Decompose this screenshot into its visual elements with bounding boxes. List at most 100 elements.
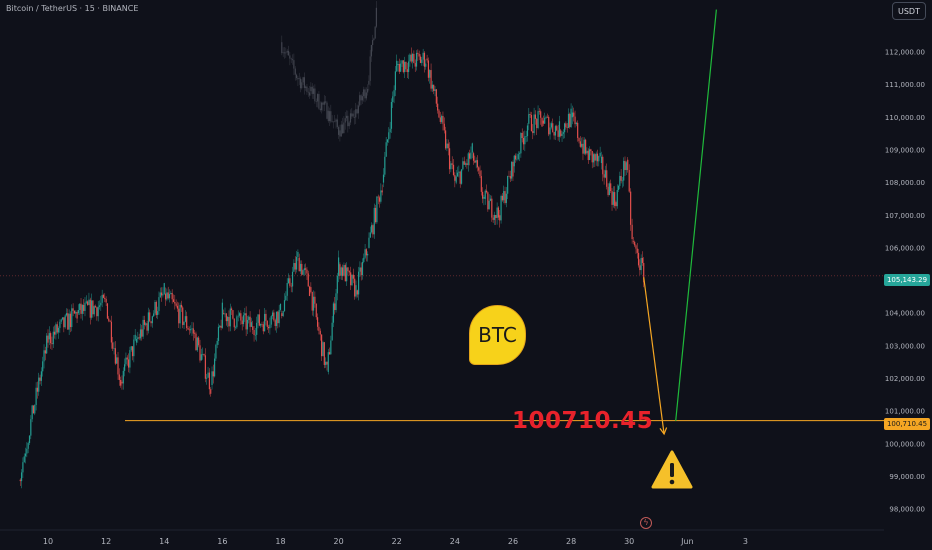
candle-body <box>464 163 467 165</box>
candle-body <box>430 70 432 89</box>
candle-body <box>318 326 320 331</box>
candle-body <box>299 263 302 272</box>
candle-body <box>471 143 473 153</box>
ghost-candle-body <box>326 102 328 119</box>
ghost-candle-body <box>375 7 377 27</box>
candle-body <box>343 265 345 276</box>
candle-body <box>227 316 229 322</box>
candle-body <box>90 300 93 318</box>
candle-body <box>101 294 103 303</box>
candle-body <box>611 191 613 205</box>
candle-body <box>437 103 439 111</box>
candle-body <box>100 302 102 306</box>
candle-body <box>59 321 61 328</box>
candle-body <box>474 160 476 163</box>
candle-body <box>211 371 213 386</box>
ghost-candle-body <box>340 124 342 137</box>
candle-body <box>365 249 367 256</box>
candle-body <box>164 293 167 300</box>
candle-body <box>57 327 60 333</box>
candle-body <box>438 110 440 118</box>
candle-body <box>30 419 32 436</box>
candle-body <box>207 372 209 378</box>
candle-body <box>217 326 220 341</box>
candle-body <box>281 313 283 317</box>
candle-body <box>307 273 309 287</box>
candle-body <box>467 153 469 166</box>
ghost-candle-body <box>352 113 354 117</box>
candle-body <box>150 321 152 324</box>
candle-body <box>408 61 410 73</box>
ghost-candle-body <box>339 130 341 137</box>
candle-body <box>599 152 601 157</box>
candle-body <box>61 317 64 320</box>
candle-body <box>293 263 295 272</box>
candle-body <box>541 117 543 127</box>
warning-triangle-icon <box>651 450 693 489</box>
candle-body <box>632 241 634 242</box>
candle-body <box>297 251 299 257</box>
candle-body <box>267 326 270 329</box>
candle-body <box>496 207 498 219</box>
candle-body <box>112 342 114 349</box>
candle-body <box>468 153 471 159</box>
candle-body <box>167 292 169 299</box>
currency-selector[interactable]: USDT <box>892 2 926 20</box>
candle-body <box>83 304 85 311</box>
candle-body <box>295 256 298 270</box>
lightning-icon[interactable]: ϟ <box>640 517 652 529</box>
candle-body <box>321 334 323 357</box>
candle-body <box>24 453 27 457</box>
candle-body <box>485 190 488 193</box>
ghost-candle-body <box>351 113 353 117</box>
candle-body <box>413 53 415 64</box>
candle-body <box>158 297 160 312</box>
candle-body <box>489 198 492 201</box>
candle-body <box>98 305 101 307</box>
candle-body <box>443 123 445 131</box>
candle-body <box>305 268 307 270</box>
candle-body <box>458 171 460 173</box>
candle-body <box>332 303 335 323</box>
ghost-candle-body <box>287 50 290 56</box>
candle-body <box>455 176 457 183</box>
candle-body <box>20 472 23 482</box>
y-tick-label: 109,000.00 <box>885 146 925 154</box>
candle-body <box>422 52 424 60</box>
candle-body <box>409 54 411 62</box>
candle-body <box>234 327 237 328</box>
candle-body <box>124 364 126 371</box>
candle-body <box>162 294 164 296</box>
candle-body <box>290 285 292 287</box>
candle-body <box>359 267 361 272</box>
y-tick-label: 106,000.00 <box>885 244 925 252</box>
candle-body <box>285 295 287 301</box>
candle-body <box>264 313 266 332</box>
candle-body <box>592 154 595 163</box>
candle-body <box>80 303 82 314</box>
candle-body <box>406 69 408 73</box>
candle-body <box>594 154 596 161</box>
candle-body <box>114 348 116 364</box>
candle-body <box>322 342 324 357</box>
ghost-candle-body <box>310 86 312 92</box>
candle-body <box>579 141 581 147</box>
candle-body <box>435 89 437 104</box>
candle-body <box>39 377 41 381</box>
candle-body <box>43 350 45 362</box>
candle-body <box>566 127 568 128</box>
candle-body <box>360 267 362 276</box>
candle-body <box>51 343 53 345</box>
candle-body <box>342 267 344 276</box>
ghost-candle-body <box>357 105 360 114</box>
candle-body <box>117 357 119 375</box>
ghost-candle-body <box>356 109 358 114</box>
candle-body <box>113 348 115 349</box>
candle-body <box>528 114 530 124</box>
candle-body <box>421 59 423 63</box>
candle-body <box>84 302 86 311</box>
candle-body <box>210 389 212 394</box>
candle-body <box>72 308 74 311</box>
candle-body <box>582 143 584 154</box>
